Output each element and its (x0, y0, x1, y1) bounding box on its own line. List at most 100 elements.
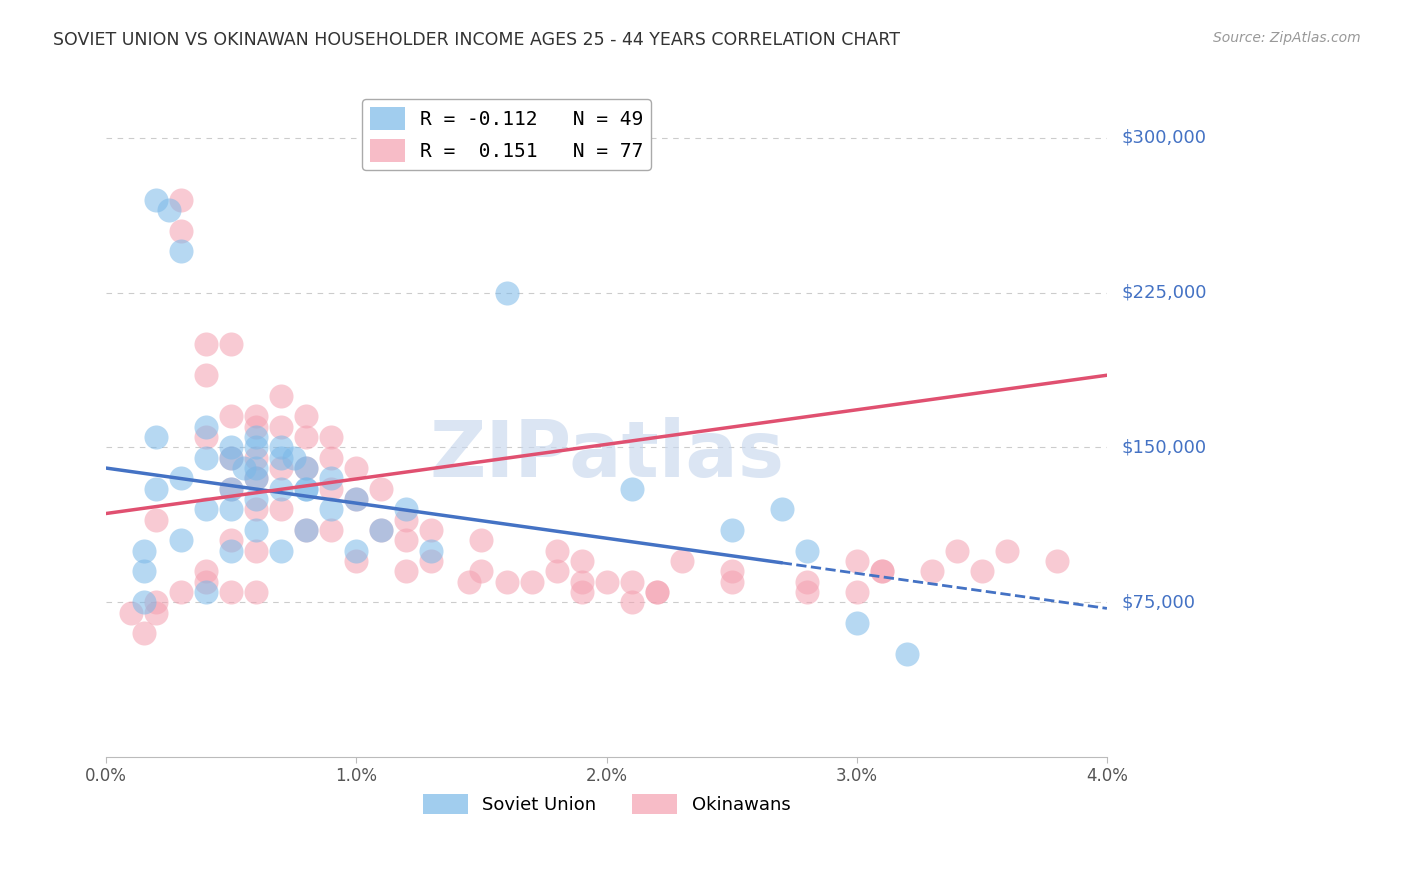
Point (195, 419, 218, 434)
Point (620, 574, 643, 589)
Point (370, 482, 392, 496)
Point (195, 368, 218, 383)
Text: SOVIET UNION VS OKINAWAN HOUSEHOLDER INCOME AGES 25 - 44 YEARS CORRELATION CHART: SOVIET UNION VS OKINAWAN HOUSEHOLDER INC… (53, 31, 900, 49)
Point (671, 554, 693, 568)
Point (221, 482, 243, 496)
Point (245, 471, 267, 485)
Point (221, 337, 243, 351)
Point (170, 585, 193, 599)
Point (245, 502, 267, 516)
Point (321, 430, 343, 444)
Point (595, 574, 617, 589)
Point (170, 224, 193, 238)
Point (344, 554, 367, 568)
Point (245, 419, 267, 434)
Point (245, 491, 267, 506)
Point (132, 543, 155, 558)
Point (232, 461, 254, 475)
Point (145, 513, 167, 527)
Point (995, 543, 1018, 558)
Point (195, 574, 218, 589)
Point (295, 409, 318, 424)
Point (796, 585, 818, 599)
Text: ZIPatlas: ZIPatlas (429, 417, 785, 493)
Point (458, 574, 481, 589)
Point (770, 502, 793, 516)
Point (295, 482, 318, 496)
Point (221, 543, 243, 558)
Point (620, 595, 643, 609)
Point (132, 626, 155, 640)
Point (321, 482, 343, 496)
Text: $225,000: $225,000 (1122, 284, 1206, 301)
Point (270, 543, 292, 558)
Point (221, 450, 243, 465)
Point (720, 564, 742, 578)
Point (221, 409, 243, 424)
Text: $300,000: $300,000 (1122, 129, 1206, 147)
Point (170, 533, 193, 548)
Point (870, 564, 893, 578)
Point (221, 450, 243, 465)
Point (145, 430, 167, 444)
Point (295, 430, 318, 444)
Point (645, 585, 668, 599)
Point (921, 564, 943, 578)
Point (571, 585, 593, 599)
Point (120, 606, 142, 620)
Point (245, 543, 267, 558)
Point (221, 502, 243, 516)
Point (245, 441, 267, 455)
Point (870, 564, 893, 578)
Point (170, 244, 193, 259)
Point (295, 523, 318, 537)
Point (796, 543, 818, 558)
Point (395, 564, 418, 578)
Point (520, 574, 543, 589)
Point (145, 193, 167, 207)
Point (495, 574, 517, 589)
Point (157, 203, 180, 218)
Point (546, 543, 568, 558)
Legend: Soviet Union, Okinawans: Soviet Union, Okinawans (415, 787, 797, 822)
Point (170, 471, 193, 485)
Point (270, 419, 292, 434)
Point (620, 482, 643, 496)
Point (170, 193, 193, 207)
Point (970, 564, 993, 578)
Point (195, 502, 218, 516)
Point (283, 450, 305, 465)
Point (145, 595, 167, 609)
Point (270, 441, 292, 455)
Point (395, 513, 418, 527)
Point (395, 502, 418, 516)
Point (245, 461, 267, 475)
Point (145, 606, 167, 620)
Point (946, 543, 969, 558)
Point (720, 523, 742, 537)
Point (245, 430, 267, 444)
Point (321, 471, 343, 485)
Point (1046, 554, 1069, 568)
Point (395, 533, 418, 548)
Point (845, 615, 868, 630)
Point (571, 554, 593, 568)
Point (132, 595, 155, 609)
Point (270, 389, 292, 403)
Point (245, 409, 267, 424)
Point (370, 523, 392, 537)
Point (295, 461, 318, 475)
Point (420, 554, 443, 568)
Point (221, 482, 243, 496)
Point (295, 523, 318, 537)
Point (321, 502, 343, 516)
Point (270, 502, 292, 516)
Point (245, 471, 267, 485)
Point (221, 441, 243, 455)
Point (845, 585, 868, 599)
Point (195, 450, 218, 465)
Point (221, 533, 243, 548)
Point (344, 461, 367, 475)
Text: $75,000: $75,000 (1122, 593, 1195, 611)
Point (720, 574, 742, 589)
